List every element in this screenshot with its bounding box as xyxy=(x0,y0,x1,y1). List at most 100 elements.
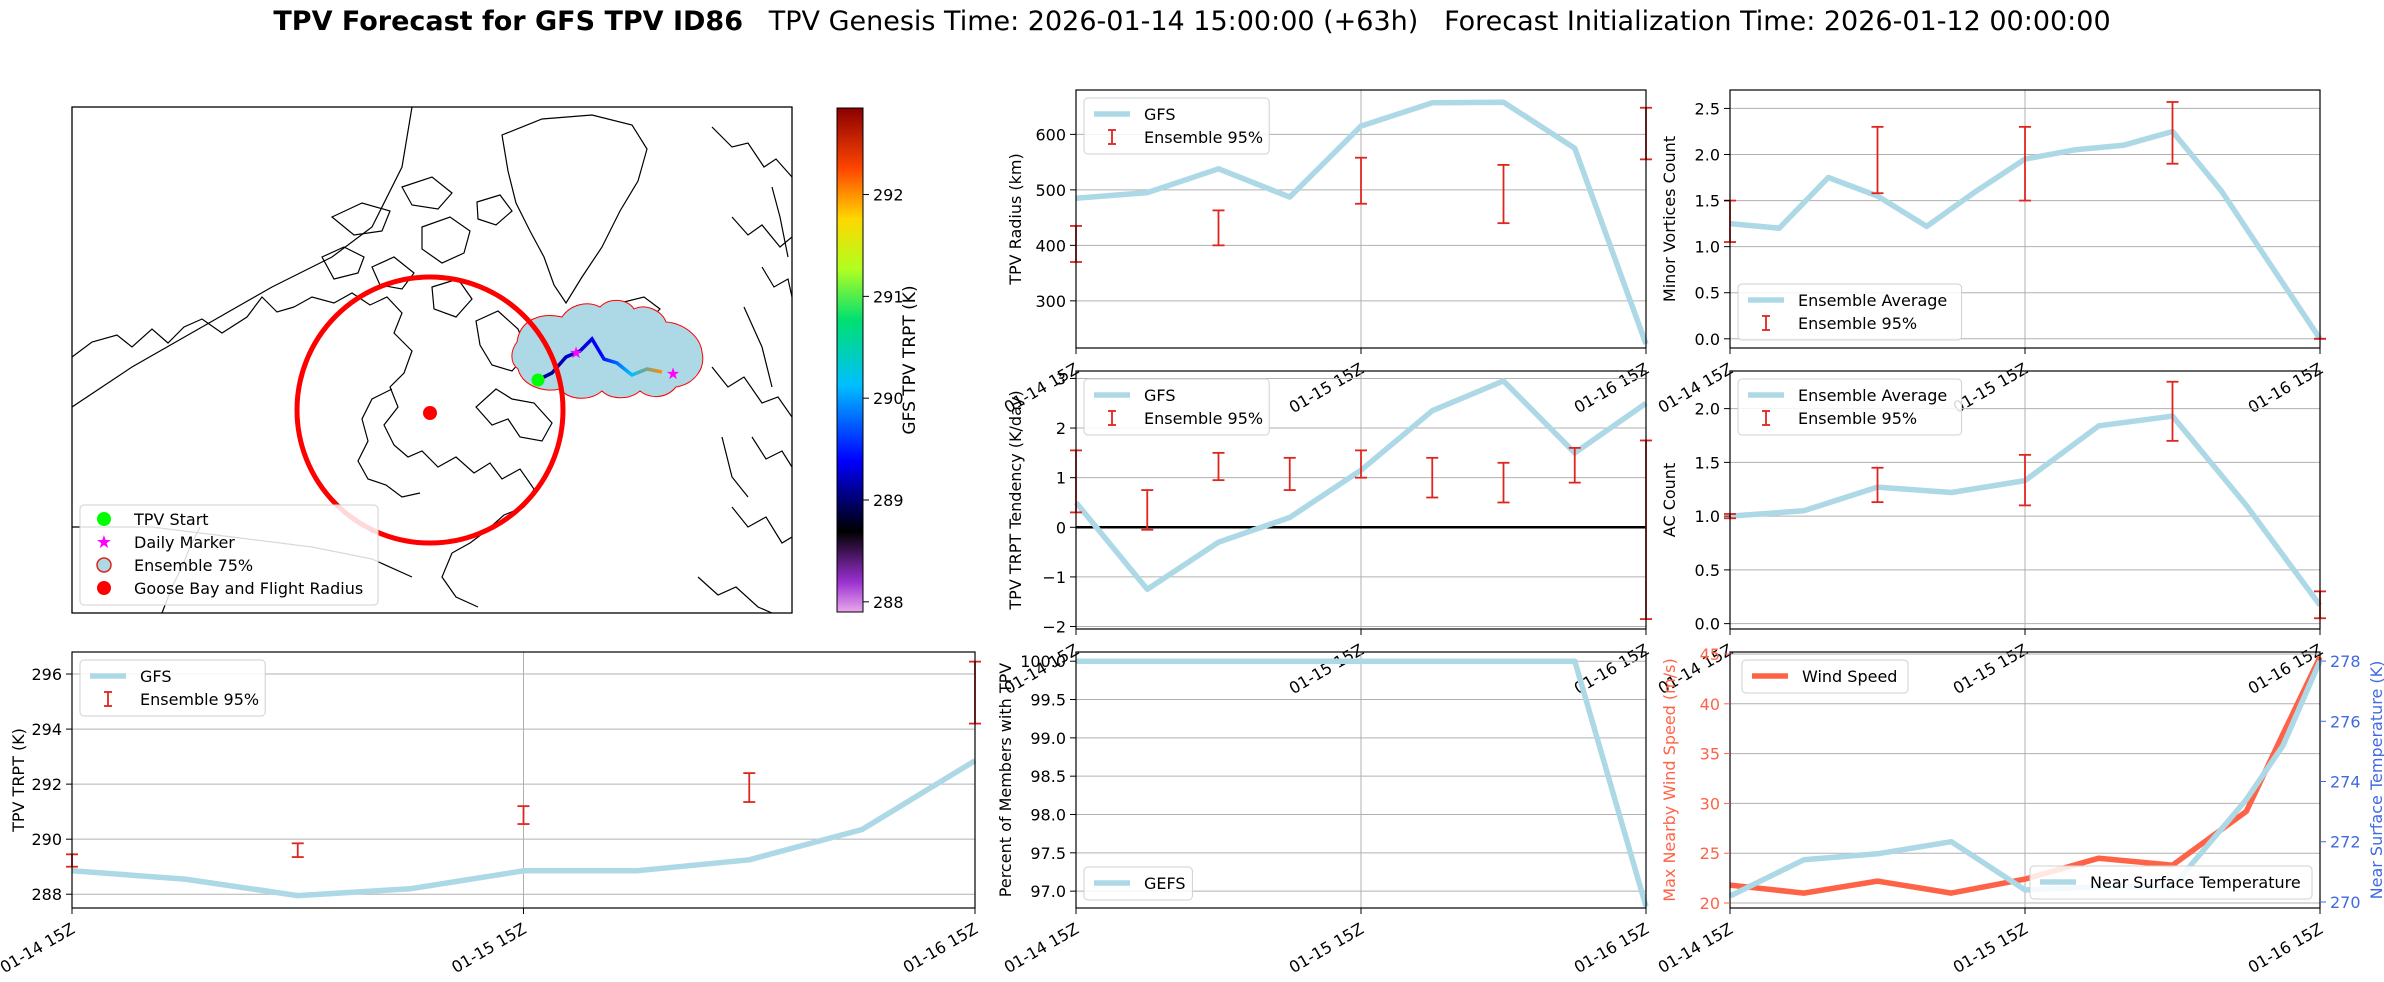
y-tick-label: 97.0 xyxy=(1030,882,1066,901)
legend-box xyxy=(2029,865,2313,900)
y-axis-label: Max Nearby Wind Speed (m/s) xyxy=(1660,658,1679,901)
colorbar-label: GFS TPV TRPT (K) xyxy=(900,285,920,434)
daily-marker-star: ★ xyxy=(666,364,680,383)
y-axis-label: AC Count xyxy=(1660,463,1679,537)
y-tick-label: 0.0 xyxy=(1695,615,1720,634)
legend-label: Ensemble 95% xyxy=(1144,409,1263,428)
colorbar-tick-label: 288 xyxy=(873,593,904,612)
y2-tick-label: 274 xyxy=(2330,773,2361,792)
legend-label: Near Surface Temperature xyxy=(2090,873,2301,892)
legend: Ensemble Average Ensemble 95% xyxy=(1737,283,1963,341)
y2-tick-label: 272 xyxy=(2330,833,2361,852)
y-tick-label: −2 xyxy=(1042,618,1066,637)
y-tick-label: 97.5 xyxy=(1030,844,1066,863)
y-tick-label: 0 xyxy=(1056,518,1066,537)
x-tick-label: 01-14 15Z xyxy=(1655,919,1736,977)
y-tick-label: 0.0 xyxy=(1695,330,1720,349)
colorbar-tick-label: 292 xyxy=(873,186,904,205)
x-tick-label: 01-15 15Z xyxy=(1286,919,1367,977)
legend: GFS Ensemble 95% xyxy=(1083,378,1270,436)
legend-box xyxy=(1737,378,1963,436)
legend-box xyxy=(79,659,266,717)
legend-ensemble-75: Ensemble 75% xyxy=(134,556,253,575)
y-tick-label: 2.5 xyxy=(1695,99,1720,118)
map-legend: ★ TPV Start Daily Marker Ensemble 75% Go… xyxy=(79,504,379,606)
legend-box xyxy=(1741,659,1909,694)
y-tick-label: −1 xyxy=(1042,568,1066,587)
legend-box xyxy=(1083,866,1193,901)
y-tick-label: 3 xyxy=(1056,369,1066,388)
y-tick-label: 296 xyxy=(31,665,62,684)
y-tick-label: 40 xyxy=(1700,695,1720,714)
legend: GFS Ensemble 95% xyxy=(79,659,266,717)
y-tick-label: 99.5 xyxy=(1030,691,1066,710)
chart-wind-temperature: 20 25 30 35 40 45 270 272 274 276 278 Near Surface … xyxy=(1655,645,2384,977)
colorbar: 288 289 290 291 292 GFS TPV TRPT (K) xyxy=(836,107,920,613)
y-axis-label: TPV TRPT (K) xyxy=(9,728,28,833)
y-tick-label: 288 xyxy=(31,885,62,904)
legend-red-circle-icon xyxy=(97,581,111,595)
y-tick-label: 1.5 xyxy=(1695,453,1720,472)
y-tick-label: 600 xyxy=(1035,125,1066,144)
y2-axis-label: Near Surface Temperature (K) xyxy=(2367,661,2384,900)
y-tick-label: 20 xyxy=(1700,894,1720,913)
x-tick-label: 01-14 15Z xyxy=(1001,919,1082,977)
x-tick-label: 01-15 15Z xyxy=(448,919,529,977)
y2-tick-label: 270 xyxy=(2330,893,2361,912)
y-tick-label: 0.5 xyxy=(1695,284,1720,303)
y-tick-label: 500 xyxy=(1035,181,1066,200)
legend-label: GFS xyxy=(140,667,171,686)
chart-tpv-trpt: 288 290 292 294 296 TPV TRPT (K) 01-14 15Z 01-1… xyxy=(0,651,981,977)
y-tick-label: 294 xyxy=(31,720,62,739)
title-bold: TPV Forecast for GFS TPV ID86 xyxy=(273,6,743,37)
y-tick-label: 99.0 xyxy=(1030,729,1066,748)
y-tick-label: 1.5 xyxy=(1695,192,1720,211)
figure-title: TPV Forecast for GFS TPV ID86 TPV Genesi… xyxy=(0,6,2384,37)
y2-tick-label: 278 xyxy=(2330,652,2361,671)
legend-tpv-start: TPV Start xyxy=(133,510,209,529)
legend-label: Ensemble 95% xyxy=(140,690,259,709)
legend-label: Ensemble 95% xyxy=(1798,314,1917,333)
legend-label: GEFS xyxy=(1144,874,1186,893)
y-tick-label: 2.0 xyxy=(1695,400,1720,419)
legend: Wind Speed xyxy=(1741,659,1909,694)
y-tick-label: 300 xyxy=(1035,292,1066,311)
y-tick-label: 45 xyxy=(1700,645,1720,664)
legend-label: Wind Speed xyxy=(1802,667,1897,686)
flight-radius-circle xyxy=(294,274,566,546)
y-tick-label: 100.0 xyxy=(1020,652,1066,671)
colorbar-tick-label: 290 xyxy=(873,389,904,408)
y-tick-label: 98.0 xyxy=(1030,805,1066,824)
y-tick-label: 1.0 xyxy=(1695,507,1720,526)
y-tick-label: 30 xyxy=(1700,794,1720,813)
colorbar-tick-label: 289 xyxy=(873,491,904,510)
legend-label: GFS xyxy=(1144,386,1175,405)
y-tick-label: 292 xyxy=(31,775,62,794)
daily-marker-star: ★ xyxy=(569,343,583,362)
y-tick-label: 2 xyxy=(1056,419,1066,438)
legend: Ensemble Average Ensemble 95% xyxy=(1737,378,1963,436)
legend-label: Ensemble 95% xyxy=(1798,409,1917,428)
y-tick-label: 35 xyxy=(1700,745,1720,764)
y-tick-label: 25 xyxy=(1700,844,1720,863)
legend-daily-marker: Daily Marker xyxy=(134,533,235,552)
legend: Near Surface Temperature xyxy=(2029,865,2313,900)
legend-label: GFS xyxy=(1144,105,1175,124)
legend-box xyxy=(1083,97,1270,155)
y2-tick-label: 276 xyxy=(2330,712,2361,731)
y-axis-label: TPV TRPT Tendency (K/day) xyxy=(1006,390,1025,610)
series-line-gefs xyxy=(1076,658,1649,908)
x-tick-label: 01-14 15Z xyxy=(0,919,78,977)
y-axis-label: Minor Vortices Count xyxy=(1660,136,1679,302)
legend-label: Ensemble Average xyxy=(1798,291,1947,310)
legend-goose-bay: Goose Bay and Flight Radius xyxy=(134,579,363,598)
chart-percent-members: 97.0 97.5 98.0 98.5 99.0 99.5 100.0 Percent of … xyxy=(996,651,1652,977)
x-tick-label: 01-16 15Z xyxy=(900,919,981,977)
legend-ensemble-icon xyxy=(96,557,112,573)
series-line-gfs xyxy=(71,758,977,899)
title-genesis: TPV Genesis Time: 2026-01-14 15:00:00 (+… xyxy=(768,6,1419,37)
y-tick-label: 0.5 xyxy=(1695,561,1720,580)
